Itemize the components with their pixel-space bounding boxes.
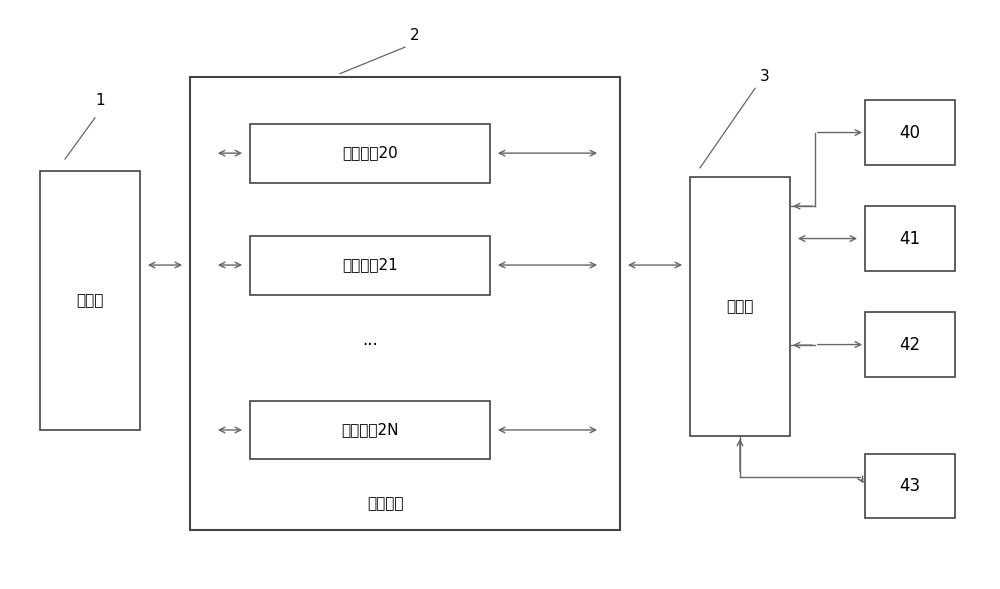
Bar (250, 401, 490, 459)
Text: 42: 42 (899, 336, 921, 353)
Text: 调节组件: 调节组件 (367, 496, 403, 511)
Bar (865, 206, 955, 271)
Bar (865, 100, 955, 165)
Text: 功分器: 功分器 (726, 299, 754, 314)
Text: 3: 3 (760, 69, 770, 84)
Text: 43: 43 (899, 477, 921, 495)
Bar (690, 177, 790, 436)
Bar (190, 77, 620, 530)
Text: ···: ··· (362, 336, 378, 353)
Bar (40, 171, 140, 430)
Text: 1: 1 (95, 92, 105, 108)
Text: 调节单元2N: 调节单元2N (341, 422, 399, 438)
Bar (865, 312, 955, 377)
Text: 41: 41 (899, 230, 921, 247)
Text: 天线体: 天线体 (76, 293, 104, 308)
Text: 调节单元20: 调节单元20 (342, 145, 398, 161)
Bar (250, 124, 490, 183)
Text: 调节单元21: 调节单元21 (342, 257, 398, 273)
Bar (865, 454, 955, 518)
Text: 2: 2 (410, 28, 420, 43)
Text: 40: 40 (900, 124, 920, 141)
Bar (250, 236, 490, 294)
